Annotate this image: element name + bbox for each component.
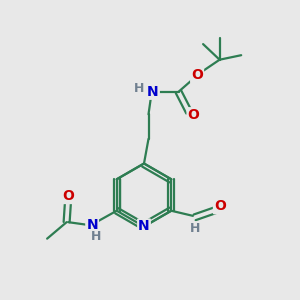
Text: N: N [86, 218, 98, 232]
Text: N: N [147, 85, 159, 99]
Text: O: O [214, 199, 226, 213]
Text: O: O [191, 68, 203, 82]
Text: H: H [134, 82, 145, 95]
Text: H: H [190, 222, 200, 235]
Text: O: O [188, 108, 200, 122]
Text: H: H [91, 230, 101, 243]
Text: O: O [62, 189, 74, 203]
Text: N: N [138, 220, 150, 233]
